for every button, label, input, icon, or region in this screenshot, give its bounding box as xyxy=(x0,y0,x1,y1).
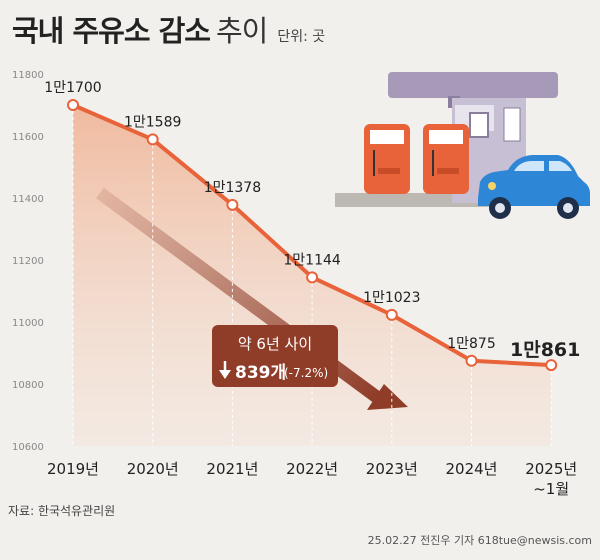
y-tick-label: 11200 xyxy=(12,256,44,267)
data-label: 1만1144 xyxy=(283,252,341,268)
change-callout: 약 6년 사이 839개 (-7.2%) xyxy=(212,325,338,387)
data-point xyxy=(146,133,159,146)
x-tick-label: 2019년 xyxy=(47,460,99,478)
y-axis-ticks: 11800 11600 11400 11200 11000 10800 10600 xyxy=(12,70,44,453)
byline: 25.02.27 전진우 기자 618tue@newsis.com xyxy=(367,534,592,547)
data-point xyxy=(306,271,319,284)
x-tick-label: 2020년 xyxy=(127,460,179,478)
x-tick-sublabel: ~1월 xyxy=(533,480,569,498)
y-tick-label: 10800 xyxy=(12,380,44,391)
data-point xyxy=(67,99,79,111)
y-tick-label: 11600 xyxy=(12,132,44,143)
y-tick-label: 11400 xyxy=(12,194,44,205)
data-label: 1만1378 xyxy=(204,180,261,196)
car-icon xyxy=(478,155,590,219)
x-tick-label: 2023년 xyxy=(366,460,418,478)
area-fill xyxy=(73,105,552,446)
x-tick-label: 2024년 xyxy=(446,460,498,478)
y-tick-label: 11000 xyxy=(12,318,44,329)
x-tick-label: 2025년 xyxy=(525,460,577,478)
callout-pct: (-7.2%) xyxy=(284,366,328,380)
data-label: 1만1023 xyxy=(363,290,420,306)
data-label: 1만1589 xyxy=(124,114,181,130)
data-points xyxy=(67,99,558,372)
data-point xyxy=(465,354,478,367)
chart-title: 국내 주유소 감소 xyxy=(12,14,211,48)
data-label: 1만861 xyxy=(510,339,580,361)
data-point xyxy=(545,359,558,372)
data-labels: 1만1700 1만1589 1만1378 1만1144 1만1023 1만875 1만861 xyxy=(44,80,580,361)
x-tick-label: 2021년 xyxy=(206,460,258,478)
chart-title-suffix: 추이 xyxy=(215,14,268,48)
data-point xyxy=(385,308,398,321)
y-tick-label: 11800 xyxy=(12,70,44,81)
down-arrow-icon xyxy=(219,361,231,379)
title-block: 국내 주유소 감소 추이 단위: 곳 xyxy=(12,8,325,50)
x-tick-label: 2022년 xyxy=(286,460,338,478)
x-axis-labels: 2019년 2020년 2021년 2022년 2023년 2024년 2025년 ~1월 xyxy=(47,460,577,498)
data-label: 1만1700 xyxy=(44,80,101,96)
data-point xyxy=(226,198,239,211)
fuel-pump-icon xyxy=(364,124,469,194)
source-note: 자료: 한국석유관리원 xyxy=(8,504,116,518)
callout-line1: 약 6년 사이 xyxy=(238,335,312,353)
callout-value: 839개 xyxy=(235,363,286,383)
y-tick-label: 10600 xyxy=(12,442,44,453)
data-label: 1만875 xyxy=(447,336,496,352)
unit-label: 단위: 곳 xyxy=(277,29,326,45)
